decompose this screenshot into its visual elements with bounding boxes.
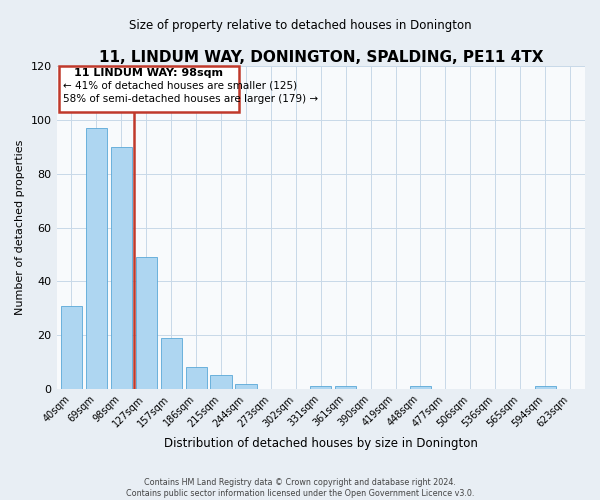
Text: Contains HM Land Registry data © Crown copyright and database right 2024.
Contai: Contains HM Land Registry data © Crown c… [126,478,474,498]
Bar [410,386,431,389]
Bar [61,306,82,389]
Bar [235,384,257,389]
Bar [211,376,232,389]
Text: 58% of semi-detached houses are larger (179) →: 58% of semi-detached houses are larger (… [63,94,318,104]
Bar [310,386,331,389]
FancyBboxPatch shape [59,66,239,112]
X-axis label: Distribution of detached houses by size in Donington: Distribution of detached houses by size … [164,437,478,450]
Bar [136,257,157,389]
Text: Size of property relative to detached houses in Donington: Size of property relative to detached ho… [128,20,472,32]
Bar [535,386,556,389]
Bar [161,338,182,389]
Bar [335,386,356,389]
Title: 11, LINDUM WAY, DONINGTON, SPALDING, PE11 4TX: 11, LINDUM WAY, DONINGTON, SPALDING, PE1… [98,50,543,65]
Y-axis label: Number of detached properties: Number of detached properties [15,140,25,315]
Bar [86,128,107,389]
Bar [185,368,207,389]
Text: 11 LINDUM WAY: 98sqm: 11 LINDUM WAY: 98sqm [74,68,223,78]
Bar [111,147,132,389]
Text: ← 41% of detached houses are smaller (125): ← 41% of detached houses are smaller (12… [63,81,297,91]
